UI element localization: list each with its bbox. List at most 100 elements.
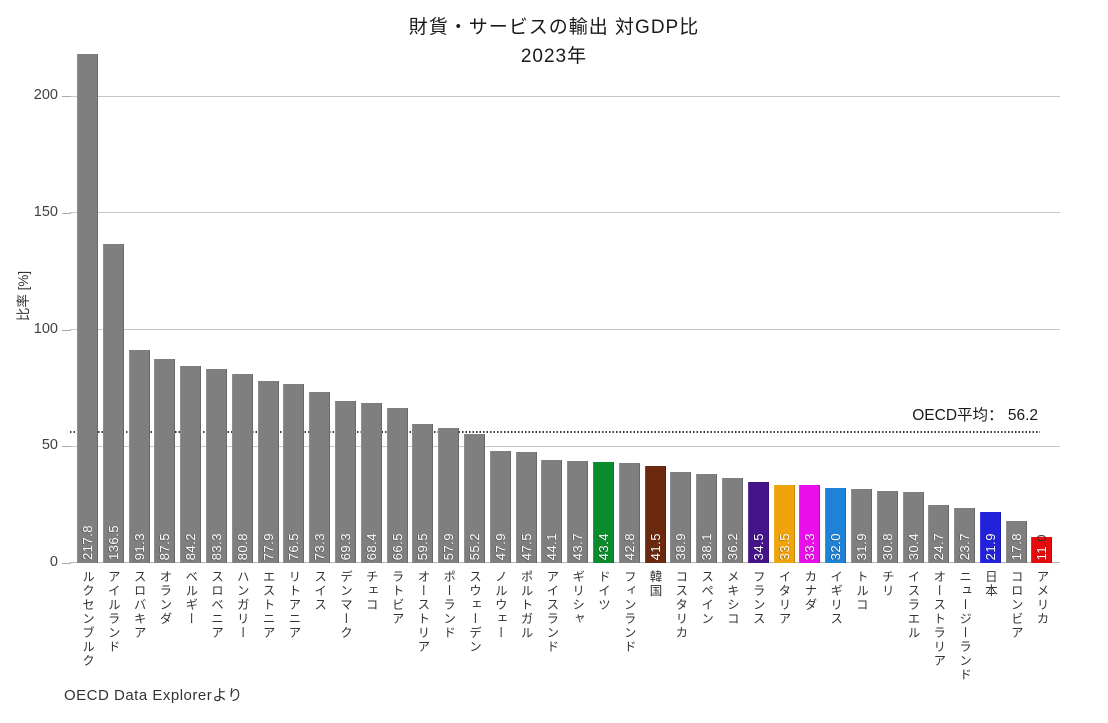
bar-category-label: ルクセンブルク	[80, 570, 94, 668]
bar-category-label: 日本	[982, 570, 997, 598]
bar: 84.2	[180, 366, 202, 563]
bar: 83.3	[205, 368, 227, 563]
bar: 41.5	[644, 466, 666, 563]
bar-slot: 66.5 ラトビア	[386, 0, 408, 626]
bar: 42.8	[618, 463, 640, 563]
bar-slot: 30.8 チリ	[876, 0, 898, 598]
bar-slot: 23.7 ニュージーランド	[954, 0, 976, 682]
bar-category-label: ギリシャ	[570, 570, 585, 626]
bar-slot: 217.8 ルクセンブルク	[77, 0, 98, 668]
bar-value-label: 43.4	[595, 532, 611, 560]
bar-category-label: アイルランド	[105, 570, 120, 654]
y-tick-label: 0	[49, 554, 58, 570]
bar: 217.8	[77, 54, 98, 563]
y-tick-label: 150	[33, 203, 58, 220]
bar-value-label: 80.8	[234, 532, 250, 560]
chart-subtitle: 2023年	[520, 46, 588, 67]
y-tick-mark	[62, 212, 71, 214]
bar-value-label: 30.4	[905, 532, 921, 560]
bar: 55.2	[463, 434, 485, 563]
bar-slot: 83.3 スロベニア	[205, 0, 227, 640]
bar-value-label: 76.5	[286, 532, 302, 560]
bar-category-label: オランダ	[157, 570, 172, 626]
bar-value-label: 36.2	[724, 532, 740, 560]
bar-value-label: 68.4	[363, 532, 379, 560]
bar: 87.5	[154, 358, 176, 563]
bar: 68.4	[360, 403, 382, 563]
bar: 34.5	[747, 482, 769, 563]
bar-category-label: カナダ	[802, 570, 817, 612]
bar-slot: 32.0 イギリス	[825, 0, 847, 626]
gridline	[70, 212, 1060, 214]
bar-slot: 17.8 コロンビア	[1005, 0, 1027, 640]
bar: 31.9	[850, 488, 872, 563]
bar-slot: 38.9 コスタリカ	[670, 0, 692, 640]
bar-value-label: 83.3	[208, 532, 224, 560]
bar-slot: 57.9 ポーランド	[438, 0, 460, 640]
bar-category-label: フィンランド	[621, 570, 636, 654]
y-tick-label: 100	[33, 320, 58, 337]
bar-value-label: 42.8	[621, 532, 637, 560]
plot-area: OECD平均： 56.2 217.8 ルクセンブルク 136.5 アイルランド 91.3…	[70, 0, 1060, 682]
bar-value-label: 57.9	[441, 532, 457, 560]
bar-category-label: チリ	[879, 570, 894, 598]
bar-category-label: 韓国	[647, 570, 662, 598]
chart-title: 財貨・サービスの輸出 対GDP比	[408, 17, 700, 38]
bar-category-label: ニュージーランド	[957, 570, 972, 682]
bar-value-label: 91.3	[131, 532, 147, 560]
x-axis-line	[70, 562, 1060, 563]
bar-value-label: 41.5	[647, 532, 663, 560]
bar: 38.1	[696, 474, 718, 563]
bar-slot: 136.5 アイルランド	[102, 0, 124, 654]
bar-category-label: スロバキア	[131, 570, 146, 640]
y-tick-mark	[62, 446, 71, 448]
bar-value-label: 32.0	[828, 532, 844, 560]
bar-category-label: スペイン	[699, 570, 714, 626]
bar: 69.3	[334, 401, 356, 563]
bar-slot: 80.8 ハンガリー	[231, 0, 253, 640]
bar: 59.5	[412, 424, 434, 563]
bar-category-label: フランス	[750, 570, 765, 626]
bar-slot: 34.5 フランス	[747, 0, 769, 626]
bar-category-label: コスタリカ	[673, 570, 688, 640]
bar-value-label: 31.9	[853, 532, 869, 560]
bar: 43.7	[567, 460, 589, 563]
bar-slot: 44.1 アイスランド	[541, 0, 563, 654]
bar-slot: 36.2 メキシコ	[721, 0, 743, 626]
bar-category-label: スウェーデン	[466, 570, 481, 654]
bar-slot: 55.2 スウェーデン	[463, 0, 485, 654]
bar: 38.9	[670, 472, 692, 563]
bar-category-label: ハンガリー	[234, 570, 249, 640]
bar-slot: 73.3 スイス	[309, 0, 331, 612]
bar-category-label: コロンビア	[1008, 570, 1023, 640]
bar-slot: 33.3 カナダ	[799, 0, 821, 612]
bar: 73.3	[309, 391, 331, 563]
bar: 66.5	[386, 407, 408, 563]
bar-category-label: ポーランド	[441, 570, 456, 640]
y-tick-mark	[62, 563, 71, 564]
bar: 30.4	[902, 492, 924, 563]
bar: 57.9	[438, 427, 460, 563]
bar-category-label: アイスランド	[544, 570, 559, 654]
bar-category-label: オーストラリア	[931, 570, 946, 668]
bar-category-label: オーストリア	[415, 570, 430, 654]
bar-value-label: 17.8	[1008, 532, 1024, 560]
bar-category-label: ラトビア	[389, 570, 404, 626]
bar-value-label: 30.8	[879, 532, 895, 560]
bar-category-label: ベルギー	[183, 570, 198, 626]
bar-value-label: 87.5	[157, 532, 173, 560]
bar-value-label: 84.2	[183, 532, 199, 560]
bar: 91.3	[128, 349, 150, 563]
bar-slot: 30.4 イスラエル	[902, 0, 924, 640]
bar-value-label: 33.3	[802, 532, 818, 560]
oecd-average-line	[70, 430, 1040, 433]
bar-slot: 38.1 スペイン	[696, 0, 718, 626]
bar-value-label: 11.0	[1034, 533, 1050, 560]
bar-category-label: ポルトガル	[518, 570, 533, 640]
bar: 76.5	[283, 384, 305, 563]
bar-slot: 43.4 ドイツ	[592, 0, 614, 612]
bar-value-label: 47.9	[492, 532, 508, 560]
gridline	[70, 329, 1060, 330]
y-tick-label: 200	[33, 87, 58, 103]
